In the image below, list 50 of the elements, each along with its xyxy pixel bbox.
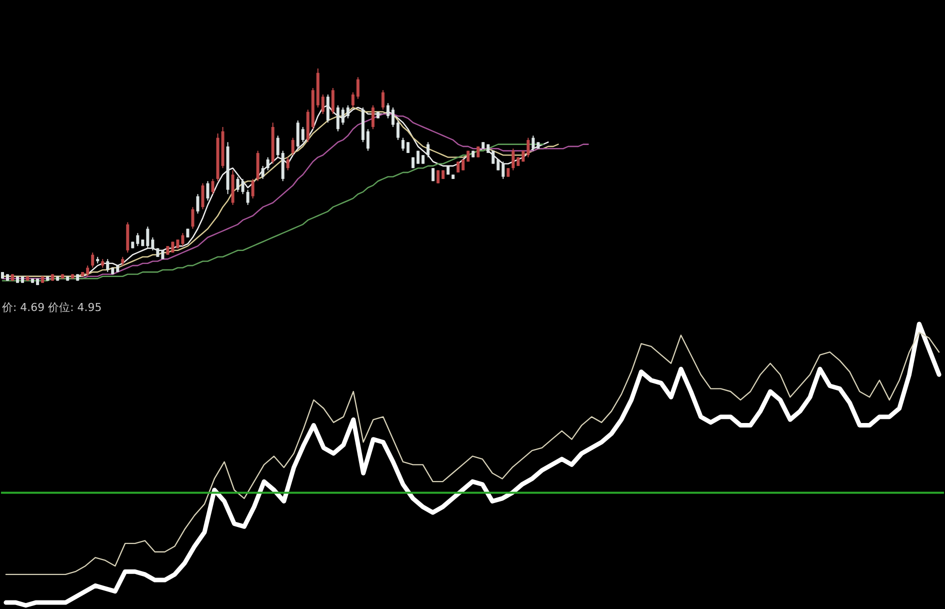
candlestick (201, 182, 204, 210)
candlestick (532, 135, 535, 152)
candlestick (406, 142, 410, 154)
candlestick (191, 206, 194, 230)
candlestick (526, 137, 530, 158)
candlestick (512, 148, 515, 171)
candlestick (246, 189, 250, 206)
candlestick (456, 161, 460, 173)
candlestick (336, 104, 340, 132)
candlestick (416, 150, 420, 164)
candlestick (301, 126, 304, 143)
candlestick (86, 265, 90, 277)
candlestick (371, 104, 374, 130)
candlestick (426, 142, 430, 158)
candlestick (206, 180, 210, 202)
candlestick (341, 106, 344, 126)
candlestick (241, 178, 244, 195)
candlestick (436, 170, 440, 184)
candlestick (366, 128, 370, 152)
candlestick (136, 232, 140, 247)
candlestick (351, 92, 354, 108)
candlestick (251, 178, 254, 199)
candlestick (211, 178, 214, 195)
candlestick (356, 76, 360, 100)
candlestick (286, 156, 290, 171)
candlestick (381, 90, 384, 110)
candlestick (321, 94, 324, 114)
candlestick (266, 156, 270, 171)
candlestick (236, 176, 240, 192)
candlestick (261, 165, 264, 180)
candlestick (291, 137, 294, 156)
candlestick (392, 106, 394, 128)
candlestick (146, 226, 150, 249)
candlestick (326, 94, 330, 124)
candlestick (502, 161, 505, 180)
candlestick (432, 168, 435, 182)
candlestick (396, 120, 400, 140)
candlestick (196, 194, 200, 214)
text: 价: 4.69 价位: 4.95 (0, 300, 102, 314)
candlestick (331, 87, 334, 114)
candlestick (296, 120, 300, 150)
candlestick (402, 137, 405, 152)
candlestick (386, 102, 390, 119)
candlestick (181, 232, 184, 247)
candlestick (276, 135, 280, 158)
candlestick (346, 104, 350, 119)
candlestick (492, 150, 495, 164)
candlestick (106, 258, 110, 273)
candlestick (91, 252, 94, 268)
candlestick (151, 236, 154, 251)
